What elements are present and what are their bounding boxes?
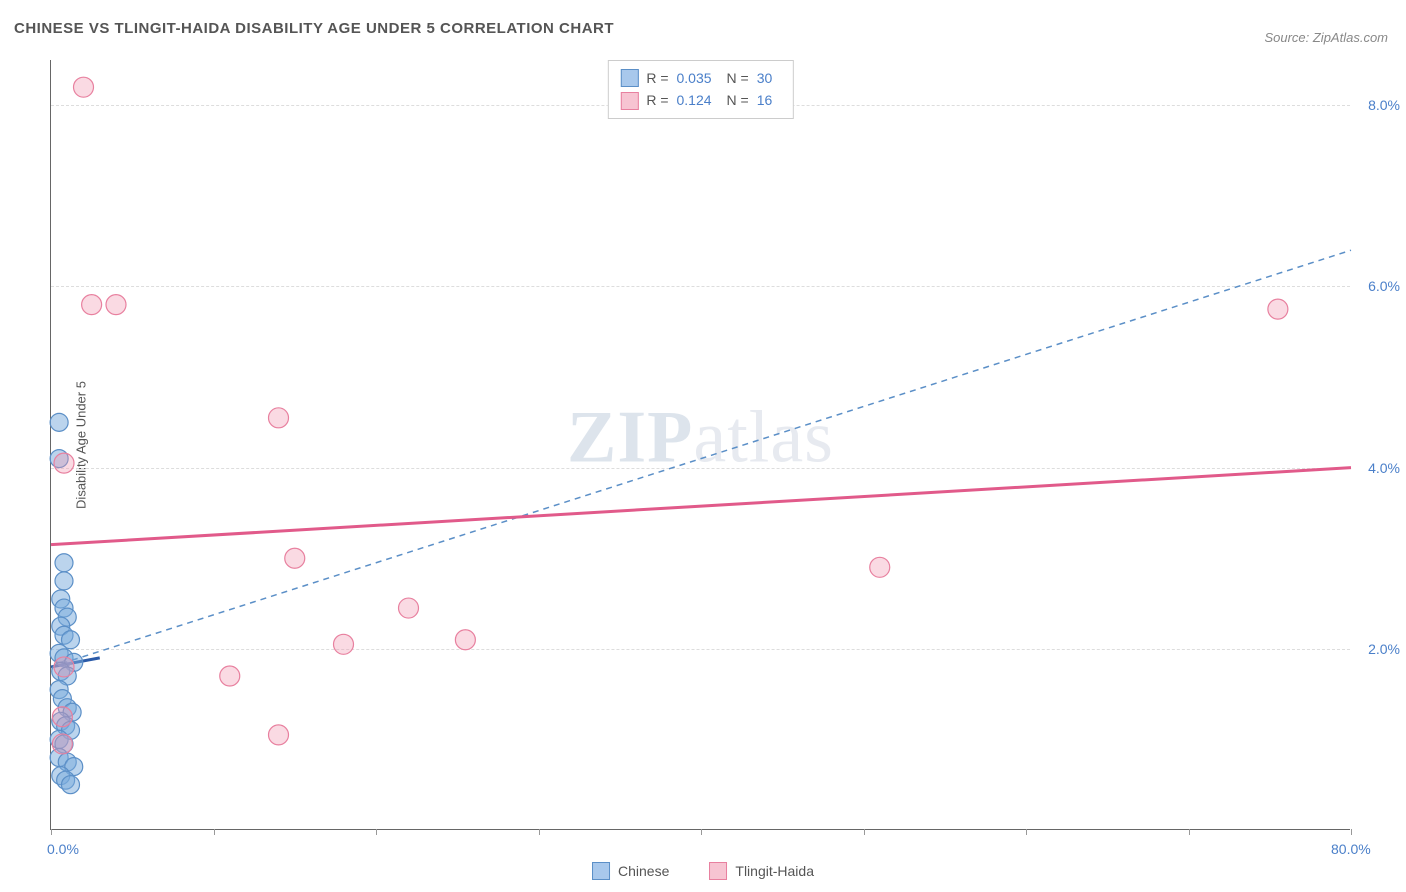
- data-point: [334, 634, 354, 654]
- data-point: [54, 453, 74, 473]
- data-point: [82, 295, 102, 315]
- stat-n-value: 30: [757, 67, 781, 89]
- x-tick: [1351, 829, 1352, 835]
- stat-n-label: N =: [727, 67, 749, 89]
- stat-r-value: 0.124: [677, 89, 719, 111]
- y-tick-label: 4.0%: [1355, 460, 1400, 476]
- y-tick-label: 2.0%: [1355, 641, 1400, 657]
- legend-swatch: [620, 69, 638, 87]
- legend-label: Tlingit-Haida: [735, 863, 814, 879]
- data-point: [269, 408, 289, 428]
- stat-r-value: 0.035: [677, 67, 719, 89]
- stat-r-label: R =: [646, 67, 668, 89]
- stats-row: R = 0.124 N = 16: [620, 89, 780, 111]
- stats-row: R = 0.035 N = 30: [620, 67, 780, 89]
- trend-line: [51, 250, 1351, 667]
- data-point: [455, 630, 475, 650]
- x-tick-label: 0.0%: [47, 841, 79, 857]
- legend-label: Chinese: [618, 863, 669, 879]
- plot-svg: [51, 60, 1350, 829]
- legend-item: Chinese: [592, 862, 669, 880]
- data-point: [269, 725, 289, 745]
- x-tick: [376, 829, 377, 835]
- source-attribution: Source: ZipAtlas.com: [1264, 30, 1388, 45]
- data-point: [52, 734, 72, 754]
- x-tick: [1189, 829, 1190, 835]
- data-point: [106, 295, 126, 315]
- chart-title: CHINESE VS TLINGIT-HAIDA DISABILITY AGE …: [14, 20, 614, 37]
- x-tick: [51, 829, 52, 835]
- stats-legend-box: R = 0.035 N = 30 R = 0.124 N = 16: [607, 60, 793, 119]
- data-point: [54, 657, 74, 677]
- plot-area: Disability Age Under 5 2.0%4.0%6.0%8.0% …: [50, 60, 1350, 830]
- data-point: [74, 77, 94, 97]
- legend-swatch: [709, 862, 727, 880]
- data-point: [52, 707, 72, 727]
- y-tick-label: 8.0%: [1355, 97, 1400, 113]
- y-tick-label: 6.0%: [1355, 278, 1400, 294]
- x-tick: [1026, 829, 1027, 835]
- stat-n-value: 16: [757, 89, 781, 111]
- x-tick-label: 80.0%: [1331, 841, 1371, 857]
- legend-swatch: [620, 92, 638, 110]
- x-tick: [701, 829, 702, 835]
- data-point: [1268, 299, 1288, 319]
- data-point: [285, 548, 305, 568]
- legend-item: Tlingit-Haida: [709, 862, 814, 880]
- stat-n-label: N =: [727, 89, 749, 111]
- data-point: [50, 413, 68, 431]
- stat-r-label: R =: [646, 89, 668, 111]
- data-point: [55, 572, 73, 590]
- correlation-chart: CHINESE VS TLINGIT-HAIDA DISABILITY AGE …: [0, 0, 1406, 892]
- x-tick: [539, 829, 540, 835]
- data-point: [870, 557, 890, 577]
- data-point: [220, 666, 240, 686]
- data-point: [62, 776, 80, 794]
- trend-line: [51, 468, 1351, 545]
- x-tick: [864, 829, 865, 835]
- data-point: [399, 598, 419, 618]
- data-point: [55, 554, 73, 572]
- bottom-legend: Chinese Tlingit-Haida: [592, 862, 814, 880]
- x-tick: [214, 829, 215, 835]
- legend-swatch: [592, 862, 610, 880]
